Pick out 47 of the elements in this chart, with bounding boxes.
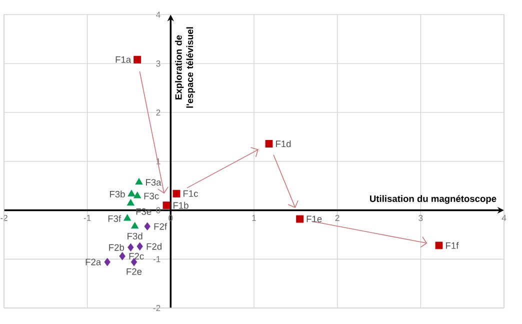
x-tick-label: 2 [335, 214, 340, 221]
x-tick-label: 1 [252, 214, 256, 221]
point [172, 190, 180, 198]
x-tick-label: -1 [84, 214, 91, 221]
annotation: F2d [146, 242, 162, 250]
annotation: F1d [276, 140, 291, 148]
point [134, 56, 142, 64]
annotation: F1f [446, 242, 459, 249]
point [128, 243, 134, 252]
y-axis-title: Exploration de l'espace télévisuel [175, 27, 195, 108]
y-tick-label: 2 [156, 109, 160, 116]
point [131, 222, 139, 229]
annotation: F1c [184, 190, 198, 197]
point [144, 222, 150, 230]
point [435, 242, 443, 250]
point [135, 178, 143, 185]
annotation: F1b [174, 202, 188, 209]
annotation: F3a [146, 179, 162, 186]
point [126, 199, 134, 206]
point [296, 215, 304, 223]
annotation: F1e [306, 216, 322, 222]
x-tick-label: -2 [0, 214, 8, 221]
point [134, 192, 142, 198]
annotation: F3c [144, 192, 159, 200]
annotation: F3d [128, 232, 142, 240]
x-tick-label: 4 [502, 214, 506, 221]
x-axis-title: Utilisation du magnétoscope [370, 195, 496, 204]
annotation: F3b [110, 190, 125, 198]
point [128, 190, 136, 196]
point [136, 242, 143, 250]
y-tick-label: 3 [156, 60, 160, 67]
annotation: F2f [154, 222, 168, 230]
point [104, 258, 110, 266]
annotation: F2c [129, 252, 144, 260]
y-tick-label: 0 [156, 207, 160, 214]
annotation: F2b [109, 244, 124, 251]
point [124, 214, 132, 221]
x-tick-label: 3 [418, 214, 423, 222]
annotation: F3f [108, 215, 122, 222]
annotation: F2e [126, 268, 142, 275]
y-tick-label: -2 [153, 304, 160, 312]
point [265, 140, 273, 148]
annotation: F2a [86, 258, 102, 266]
annotation: F1a [116, 56, 132, 63]
y-tick-label: -1 [153, 256, 160, 262]
point [162, 202, 170, 210]
point [119, 252, 126, 260]
